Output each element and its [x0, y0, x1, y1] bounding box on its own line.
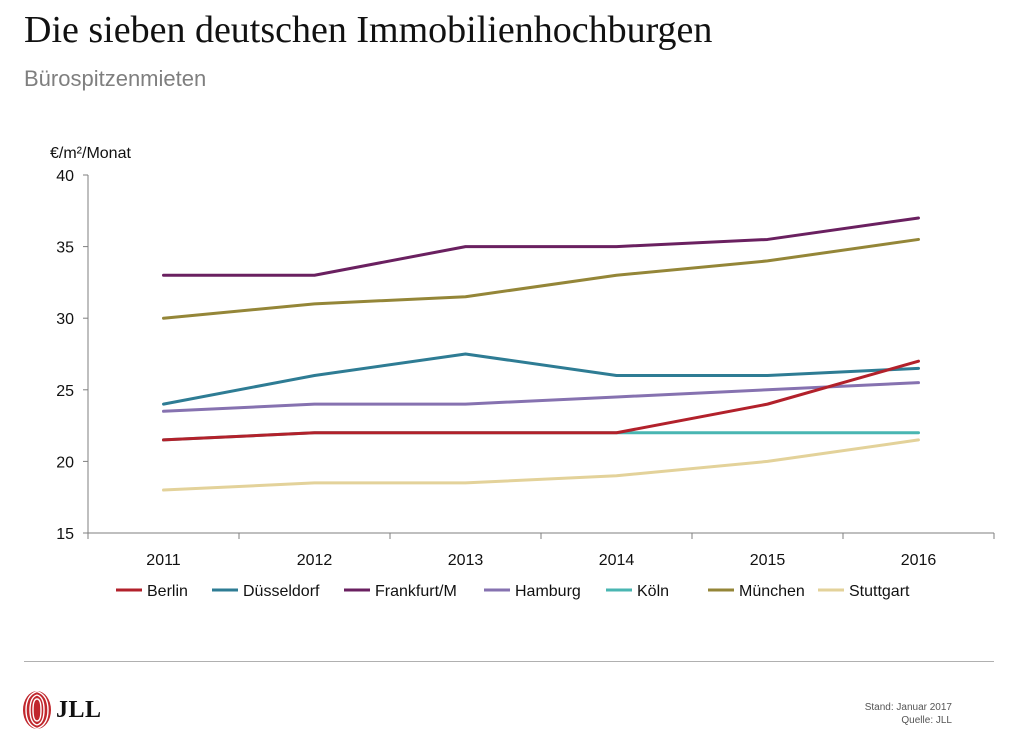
footer-divider [24, 661, 994, 662]
line-chart: 15 20 25 30 35 40 €/m²/Monat 2011 2012 2013 2014 20… [50, 145, 995, 600]
y-tick-label: 15 [56, 526, 74, 543]
y-tick-label: 35 [56, 240, 74, 257]
y-tick-label: 25 [56, 383, 74, 400]
chart-title: Die sieben deutschen Immobilienhochburge… [24, 9, 713, 51]
series-line-berlin [162, 359, 920, 442]
x-tick-label: 2015 [750, 552, 786, 569]
jll-logo: JLL [22, 690, 102, 730]
legend-label: Köln [637, 583, 669, 600]
footnotes: Stand: Januar 2017 Quelle: JLL [865, 701, 952, 727]
legend-label: München [739, 583, 805, 600]
x-tick-label: 2011 [146, 552, 181, 569]
x-tick-label: 2014 [599, 552, 635, 569]
legend-label: Berlin [147, 583, 188, 600]
y-tick-label: 30 [56, 311, 74, 328]
series-line-frankfurt-m [162, 216, 920, 277]
x-tick-label: 2012 [297, 552, 333, 569]
series-line-stuttgart [162, 438, 920, 492]
y-tick-label: 20 [56, 454, 74, 471]
y-tick-label: 40 [56, 168, 74, 185]
jll-stripes-icon [23, 690, 51, 730]
legend-label: Hamburg [515, 583, 581, 600]
stand-note: Stand: Januar 2017 [864, 702, 952, 713]
source-note: Quelle: JLL [901, 715, 952, 726]
jll-logo-text: JLL [56, 696, 102, 723]
series-line-hamburg [162, 381, 920, 413]
legend-label: Düsseldorf [243, 583, 320, 600]
chart-subtitle: Bürospitzenmieten [24, 66, 207, 91]
legend-label: Stuttgart [849, 583, 910, 600]
x-tick-label: 2013 [448, 552, 484, 569]
legend-label: Frankfurt/M [375, 583, 457, 600]
y-axis-label: €/m²/Monat [50, 145, 131, 162]
x-tick-label: 2016 [901, 552, 937, 569]
series-line-münchen [162, 237, 920, 320]
series-line-düsseldorf [162, 352, 920, 406]
